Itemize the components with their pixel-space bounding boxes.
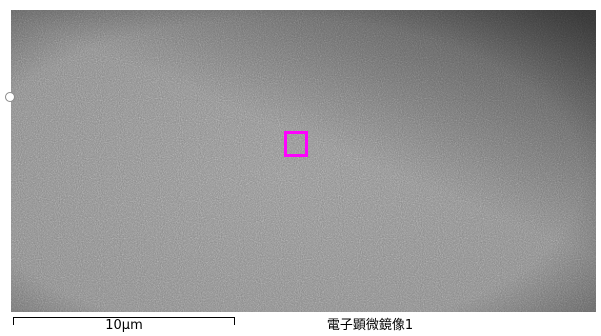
- micrograph-texture: [11, 10, 596, 312]
- electron-micrograph[interactable]: [11, 10, 596, 312]
- image-caption: 電子顕微鏡像1: [326, 318, 414, 333]
- scale-bar-label: 10μm: [105, 318, 143, 333]
- scale-bar: [13, 317, 235, 325]
- square-roi-icon[interactable]: [284, 131, 308, 157]
- circle-handle-icon[interactable]: [5, 92, 15, 102]
